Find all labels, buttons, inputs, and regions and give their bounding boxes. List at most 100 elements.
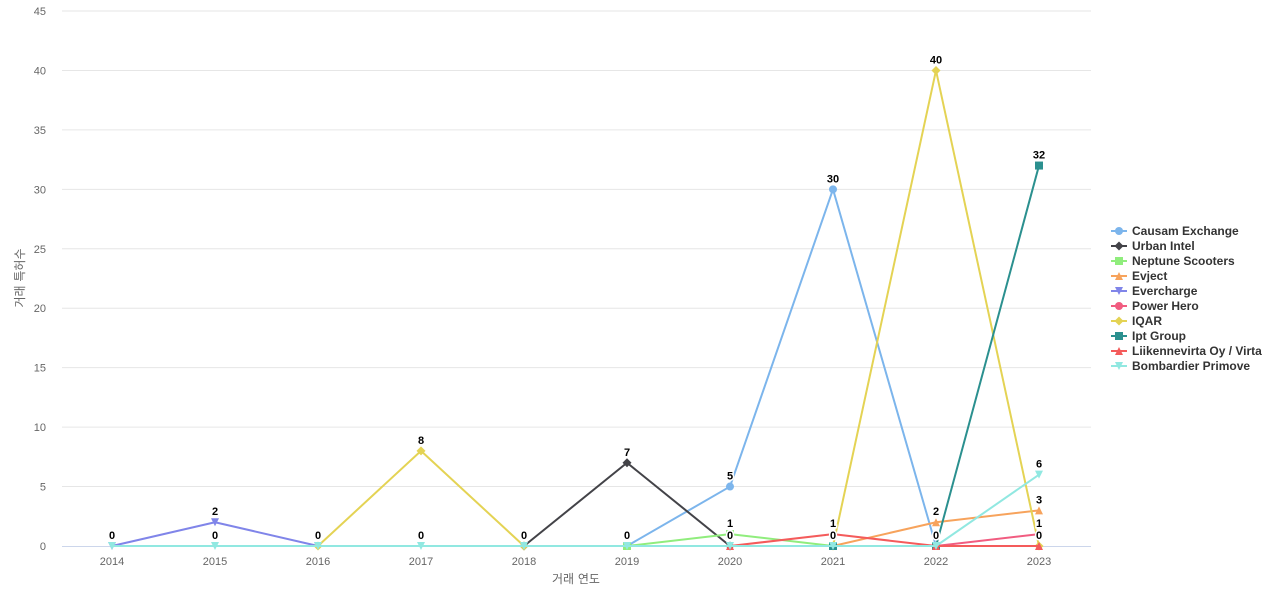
y-tick-label: 45 (34, 6, 46, 18)
data-point (829, 542, 837, 550)
y-tick-label: 25 (34, 244, 46, 256)
legend-marker-icon (1115, 257, 1123, 265)
x-axis-ticks: 2014 2015 2016 2017 2018 2019 2020 2021 2022 2023 (100, 556, 1051, 568)
data-point (726, 530, 734, 539)
data-label: 0 (933, 530, 939, 542)
legend-marker-icon (1115, 347, 1123, 355)
y-tick-label: 10 (34, 422, 46, 434)
series-ipt-group (829, 161, 1043, 550)
legend-item[interactable]: Evercharge (1111, 284, 1198, 298)
legend-item[interactable]: Evject (1111, 269, 1167, 283)
legend-marker-icon (1115, 227, 1123, 235)
data-point (726, 542, 734, 550)
data-point (623, 542, 631, 550)
x-tick-label: 2023 (1027, 556, 1051, 568)
y-tick-label: 5 (40, 482, 46, 494)
data-label: 1 (830, 518, 836, 530)
legend-label: Neptune Scooters (1132, 254, 1235, 268)
legend-marker-icon (1115, 332, 1123, 340)
data-label: 8 (418, 435, 424, 447)
data-point (622, 458, 632, 468)
data-point (1035, 470, 1043, 479)
legend-marker-icon (1115, 272, 1123, 280)
data-label: 5 (727, 471, 733, 483)
x-tick-label: 2018 (512, 556, 536, 568)
legend-label: Causam Exchange (1132, 224, 1239, 238)
data-point (1035, 542, 1043, 550)
x-tick-label: 2015 (203, 556, 227, 568)
y-axis-title: 거래 특허수 (13, 248, 27, 307)
series-line (729, 533, 1039, 547)
legend-item[interactable]: Bombardier Primove (1111, 359, 1250, 373)
legend-marker-icon (1115, 302, 1123, 310)
series-line (112, 473, 1040, 547)
series-power-hero (932, 530, 1043, 550)
data-point (829, 185, 837, 194)
data-point (932, 518, 940, 527)
x-tick-label: 2021 (821, 556, 845, 568)
data-point (417, 542, 425, 550)
legend-item[interactable]: Power Hero (1111, 299, 1199, 313)
legend-label: Evercharge (1132, 284, 1198, 298)
data-point (314, 542, 322, 550)
data-point (416, 446, 426, 456)
data-label: 0 (624, 530, 630, 542)
data-point (1035, 506, 1043, 515)
x-tick-label: 2014 (100, 556, 124, 568)
series-line (833, 165, 1040, 547)
x-axis-title: 거래 연도 (552, 572, 600, 586)
x-tick-label: 2020 (718, 556, 742, 568)
data-label: 0 (315, 530, 321, 542)
x-tick-label: 2019 (615, 556, 639, 568)
x-tick-label: 2017 (409, 556, 433, 568)
y-tick-label: 30 (34, 184, 46, 196)
data-label: 30 (827, 173, 839, 185)
data-point (1035, 161, 1043, 170)
data-point (829, 530, 837, 539)
data-label: 40 (930, 54, 942, 66)
legend-item[interactable]: Liikennevirta Oy / Virta (1111, 344, 1262, 358)
data-label: 6 (1036, 459, 1042, 471)
data-label: 0 (521, 530, 527, 542)
y-tick-label: 15 (34, 363, 46, 375)
data-point (108, 542, 116, 550)
data-label: 0 (418, 530, 424, 542)
data-label: 2 (212, 506, 218, 518)
data-label: 0 (830, 530, 836, 542)
x-tick-label: 2016 (306, 556, 330, 568)
legend-item[interactable]: IQAR (1111, 314, 1162, 328)
data-point (211, 518, 219, 527)
y-tick-label: 40 (34, 65, 46, 77)
legend-item[interactable]: Causam Exchange (1111, 224, 1239, 238)
data-point (931, 65, 941, 75)
y-tick-label: 0 (40, 541, 46, 553)
data-label: 0 (624, 530, 630, 542)
data-label: 7 (624, 447, 630, 459)
series-liikennevirta-oy-virta (726, 530, 1043, 550)
data-point (520, 542, 528, 550)
series-layer (108, 65, 1044, 551)
series-bombardier-primove (108, 470, 1043, 550)
legend-label: Evject (1132, 269, 1167, 283)
data-point (211, 542, 219, 550)
data-point (932, 542, 940, 550)
legend-label: Ipt Group (1132, 329, 1186, 343)
legend-item[interactable]: Neptune Scooters (1111, 254, 1235, 268)
x-tick-label: 2022 (924, 556, 948, 568)
legend-item[interactable]: Ipt Group (1111, 329, 1186, 343)
legend-label: Urban Intel (1132, 239, 1195, 253)
y-axis-ticks: 0 5 10 15 20 25 30 35 40 45 (34, 6, 46, 553)
data-label: 0 (109, 530, 115, 542)
legend-label: Power Hero (1132, 299, 1199, 313)
data-label: 1 (727, 518, 733, 530)
legend-item[interactable]: Urban Intel (1111, 239, 1195, 253)
grid-lines (62, 10, 1091, 488)
legend-label: Bombardier Primove (1132, 359, 1250, 373)
legend-marker-icon (1114, 316, 1124, 326)
legend-marker-icon (1114, 241, 1124, 251)
data-label: 0 (727, 530, 733, 542)
data-label: 3 (1036, 494, 1042, 506)
